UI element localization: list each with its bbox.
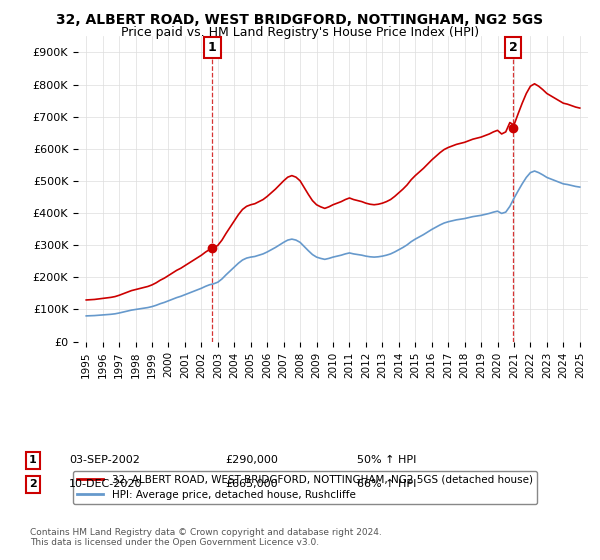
Text: Contains HM Land Registry data © Crown copyright and database right 2024.
This d: Contains HM Land Registry data © Crown c… [30, 528, 382, 547]
Text: Price paid vs. HM Land Registry's House Price Index (HPI): Price paid vs. HM Land Registry's House … [121, 26, 479, 39]
Text: 10-DEC-2020: 10-DEC-2020 [69, 479, 143, 489]
Text: 50% ↑ HPI: 50% ↑ HPI [357, 455, 416, 465]
Text: 2: 2 [29, 479, 37, 489]
Text: £290,000: £290,000 [225, 455, 278, 465]
Legend: 32, ALBERT ROAD, WEST BRIDGFORD, NOTTINGHAM, NG2 5GS (detached house), HPI: Aver: 32, ALBERT ROAD, WEST BRIDGFORD, NOTTING… [73, 471, 537, 504]
Text: 1: 1 [29, 455, 37, 465]
Text: £665,000: £665,000 [225, 479, 278, 489]
Text: 2: 2 [509, 41, 517, 54]
Text: 66% ↑ HPI: 66% ↑ HPI [357, 479, 416, 489]
Text: 03-SEP-2002: 03-SEP-2002 [69, 455, 140, 465]
Text: 1: 1 [208, 41, 217, 54]
Text: 32, ALBERT ROAD, WEST BRIDGFORD, NOTTINGHAM, NG2 5GS: 32, ALBERT ROAD, WEST BRIDGFORD, NOTTING… [56, 13, 544, 27]
